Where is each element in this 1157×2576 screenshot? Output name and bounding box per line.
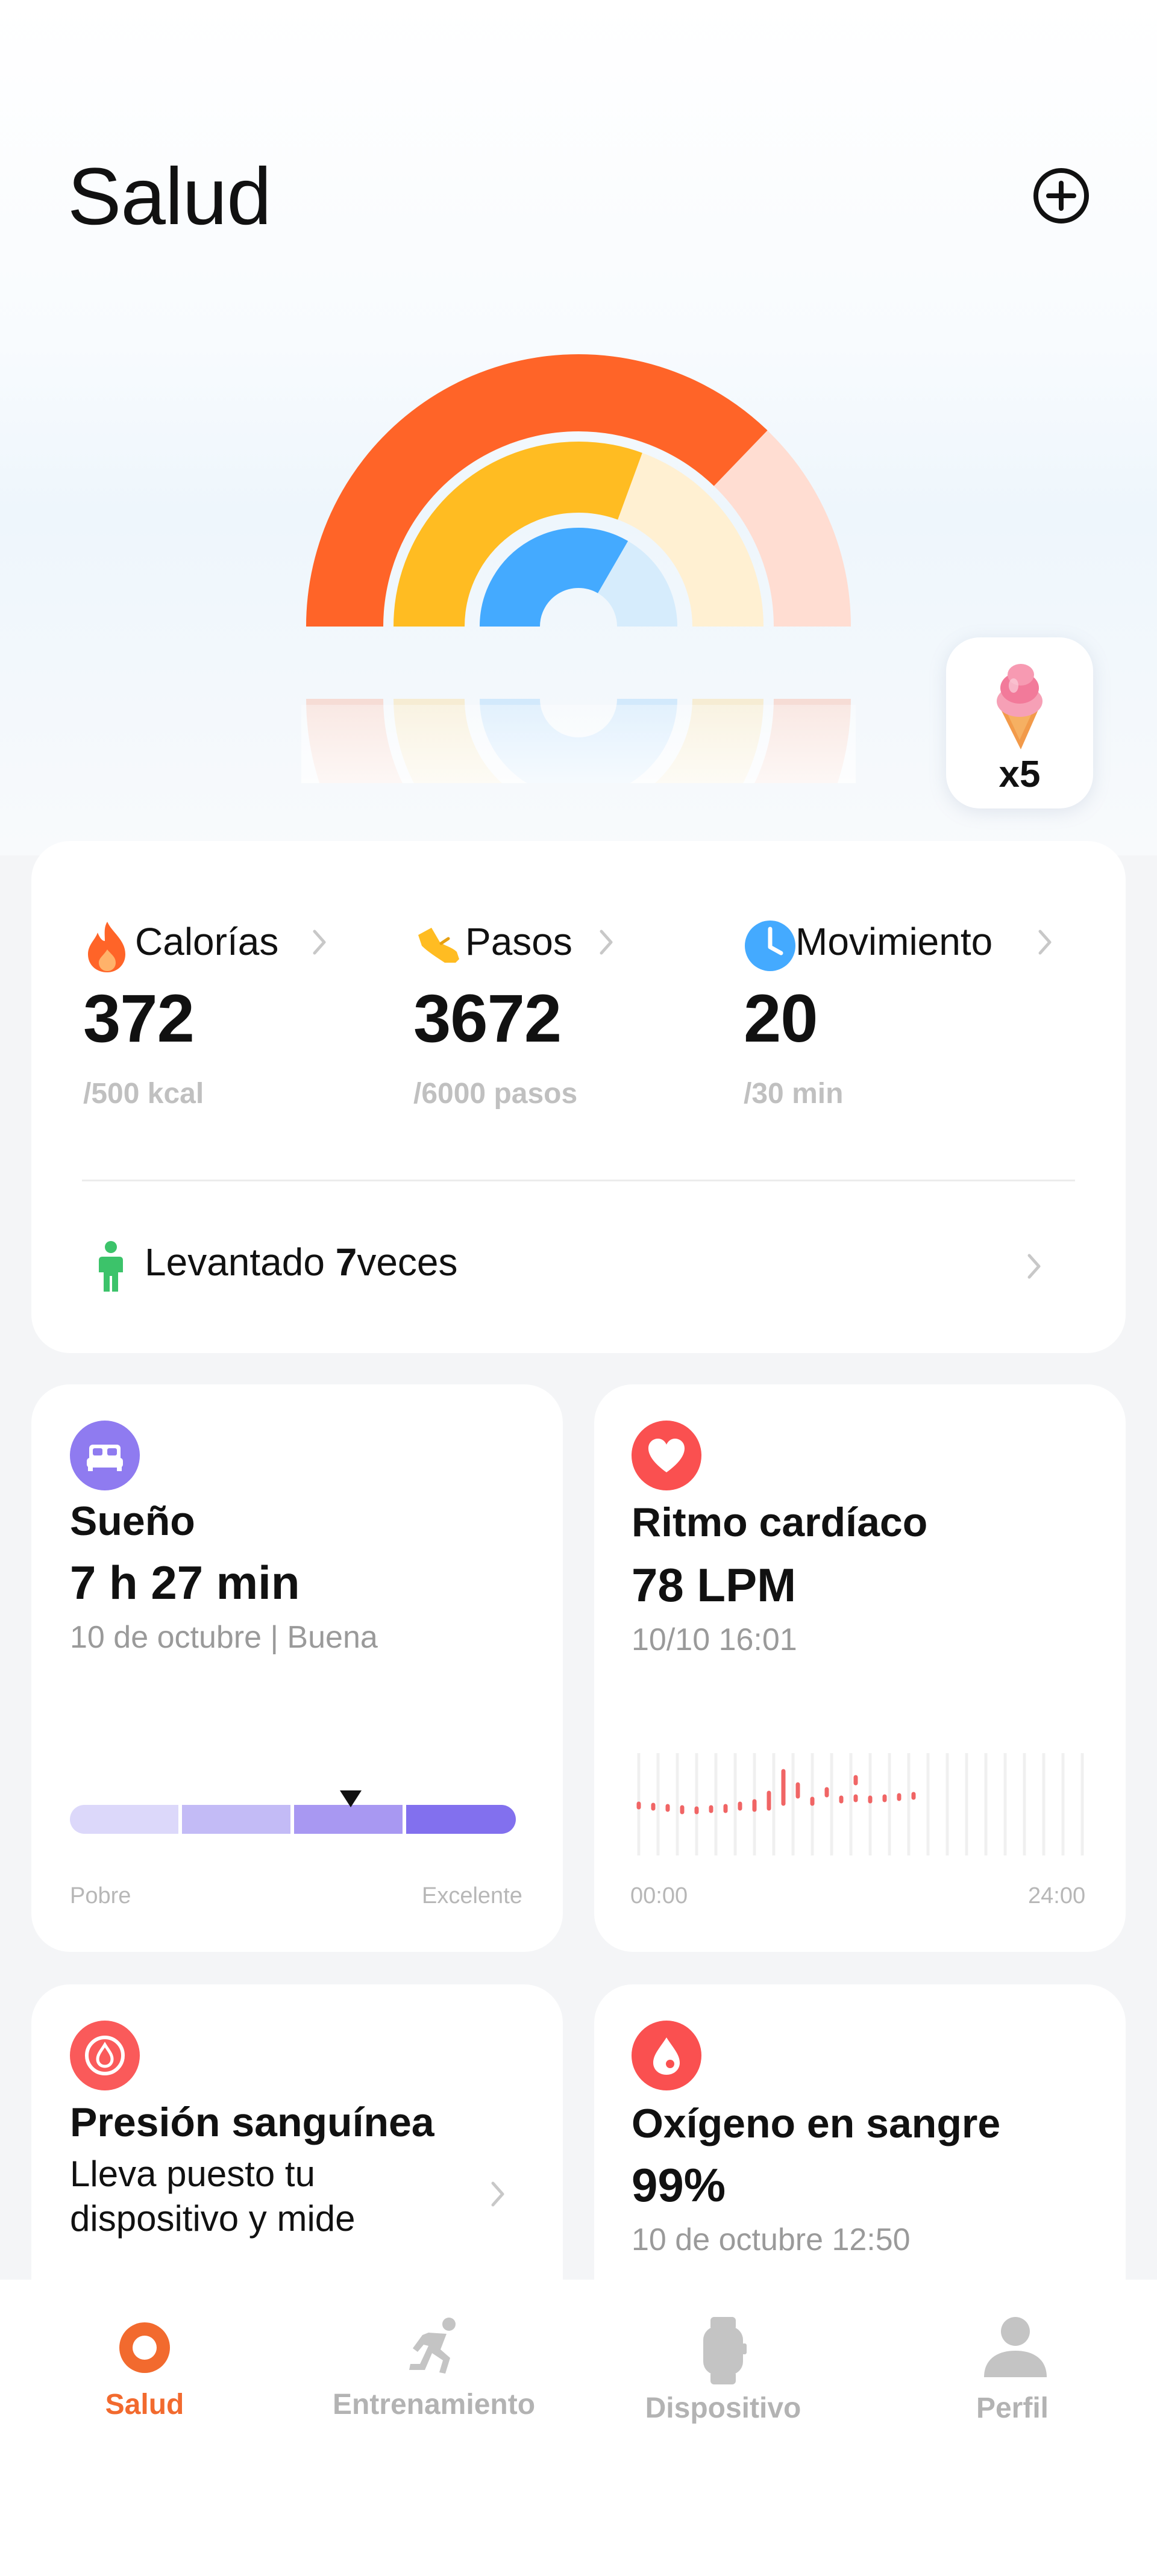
- stood-suffix: veces: [357, 1240, 458, 1284]
- nav-tab-perfil[interactable]: Perfil: [868, 2280, 1157, 2436]
- person-icon: [984, 2317, 1047, 2377]
- standing-person-icon: [99, 1241, 123, 1292]
- sleep-scale-max: Excelente: [422, 1883, 522, 1909]
- chevron-right-icon: [1027, 1254, 1041, 1279]
- shoe-icon: [418, 928, 459, 963]
- steps-goal: /6000 pasos: [413, 1078, 578, 1110]
- sleep-quality-bar: [70, 1805, 516, 1834]
- calories-ring-progress: [306, 354, 768, 627]
- stood-text: Levantado 7veces: [145, 1240, 458, 1284]
- add-button[interactable]: [1032, 166, 1091, 225]
- calories-goal: /500 kcal: [83, 1078, 204, 1110]
- heart-value: 78 LPM: [632, 1558, 797, 1612]
- steps-value: 3672: [413, 981, 562, 1056]
- plus-circle-icon: [1033, 168, 1089, 224]
- heart-title: Ritmo cardíaco: [632, 1499, 928, 1545]
- calories-value: 372: [83, 981, 195, 1056]
- movement-label: Movimiento: [795, 920, 993, 963]
- heart-subtitle: 10/10 16:01: [632, 1622, 797, 1657]
- chevron-right-icon: [313, 930, 326, 955]
- running-icon: [409, 2318, 456, 2374]
- sleep-subtitle: 10 de octubre | Buena: [70, 1620, 378, 1655]
- heart-rate-mini-chart: [636, 1753, 1084, 1855]
- nav-tab-entrenamiento[interactable]: Entrenamiento: [289, 2280, 578, 2436]
- calories-stat[interactable]: Calorías 372 /500 kcal: [83, 919, 342, 1124]
- nav-label-perfil: Perfil: [976, 2392, 1049, 2424]
- movement-stat[interactable]: Movimiento 20 /30 min: [744, 919, 1069, 1124]
- blood-drop-icon: [632, 2021, 701, 2090]
- clock-icon: [745, 921, 795, 971]
- oxygen-value: 99%: [632, 2159, 726, 2212]
- blood-pressure-icon: [70, 2021, 140, 2090]
- blood-pressure-line-1: Lleva puesto tu: [70, 2154, 315, 2194]
- steps-stat[interactable]: Pasos 3672 /6000 pasos: [413, 919, 673, 1124]
- reward-badge[interactable]: x5: [946, 637, 1093, 808]
- sleep-scale-min: Pobre: [70, 1883, 131, 1909]
- activity-rings[interactable]: [301, 349, 856, 783]
- reward-count: x5: [999, 754, 1041, 795]
- sleep-quality-marker: [340, 1790, 362, 1807]
- calories-label: Calorías: [135, 920, 279, 963]
- blood-pressure-title: Presión sanguínea: [70, 2099, 434, 2145]
- nav-tab-dispositivo[interactable]: Dispositivo: [578, 2280, 868, 2436]
- nav-label-salud: Salud: [105, 2389, 184, 2421]
- chevron-right-icon[interactable]: [486, 2176, 510, 2212]
- chevron-right-icon: [600, 930, 613, 955]
- ring-icon: [119, 2322, 170, 2373]
- activity-summary-card[interactable]: [31, 841, 1126, 1353]
- movement-goal: /30 min: [744, 1078, 844, 1110]
- heart-axis-start: 00:00: [630, 1883, 688, 1909]
- blood-pressure-line-2: dispositivo y mide: [70, 2198, 356, 2239]
- nav-tab-salud[interactable]: Salud: [0, 2280, 289, 2436]
- oxygen-title: Oxígeno en sangre: [632, 2101, 1001, 2146]
- ice-cream-icon: [997, 664, 1043, 749]
- card-divider: [82, 1180, 1075, 1181]
- watch-icon: [703, 2317, 747, 2384]
- oxygen-subtitle: 10 de octubre 12:50: [632, 2222, 911, 2257]
- movement-ring-progress: [480, 528, 629, 628]
- movement-value: 20: [744, 981, 818, 1056]
- heart-icon: [632, 1421, 701, 1490]
- nav-label-entrenamiento: Entrenamiento: [332, 2389, 536, 2421]
- sleep-value: 7 h 27 min: [70, 1556, 300, 1609]
- bottom-navigation: Salud Entrenamiento Dispositivo Perfil: [0, 2280, 1157, 2576]
- stood-row[interactable]: [82, 1223, 1075, 1307]
- sleep-title: Sueño: [70, 1498, 195, 1544]
- flame-icon: [88, 922, 125, 972]
- heart-axis-end: 24:00: [1028, 1883, 1086, 1909]
- stood-prefix: Levantado: [145, 1240, 336, 1284]
- stood-count: 7: [335, 1240, 357, 1284]
- nav-label-dispositivo: Dispositivo: [645, 2392, 801, 2424]
- blood-pressure-message: Lleva puesto tu dispositivo y mide: [70, 2152, 492, 2241]
- page-title: Salud: [67, 152, 272, 242]
- chevron-right-icon: [1038, 930, 1052, 955]
- steps-ring-progress: [394, 442, 642, 628]
- steps-label: Pasos: [465, 920, 572, 963]
- bed-icon: [70, 1421, 140, 1490]
